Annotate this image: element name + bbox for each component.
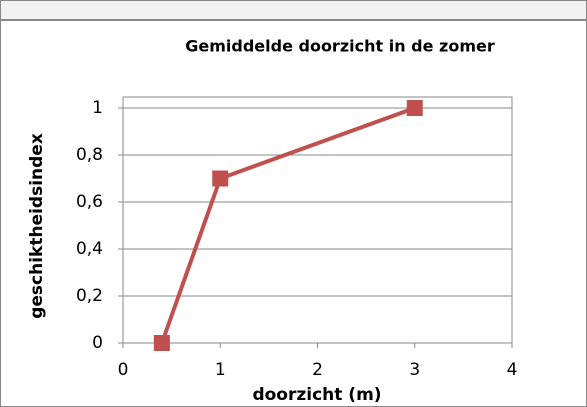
chart-title: Gemiddelde doorzicht in de zomer: [185, 37, 495, 56]
y-tick-label: 0,6: [76, 192, 103, 212]
y-tick-label: 0,8: [76, 145, 103, 165]
marker: [406, 100, 423, 116]
x-axis-label: doorzicht (m): [252, 385, 381, 405]
x-tick-label: 4: [507, 360, 518, 380]
x-tick-label: 3: [409, 360, 420, 380]
chart-frame: [0, 20, 587, 407]
x-tick-label: 0: [118, 360, 129, 380]
x-tick-label: 1: [215, 360, 226, 380]
y-axis-label: geschiktheidsindex: [27, 133, 47, 319]
y-tick-label: 0,4: [76, 239, 103, 259]
marker: [212, 170, 229, 187]
y-tick-label: 0,2: [76, 286, 103, 306]
top-strip: [0, 0, 587, 20]
y-tick-label: 0: [92, 333, 103, 353]
x-tick-label: 2: [312, 360, 323, 380]
marker: [153, 335, 170, 351]
y-tick-label: 1: [92, 98, 103, 118]
